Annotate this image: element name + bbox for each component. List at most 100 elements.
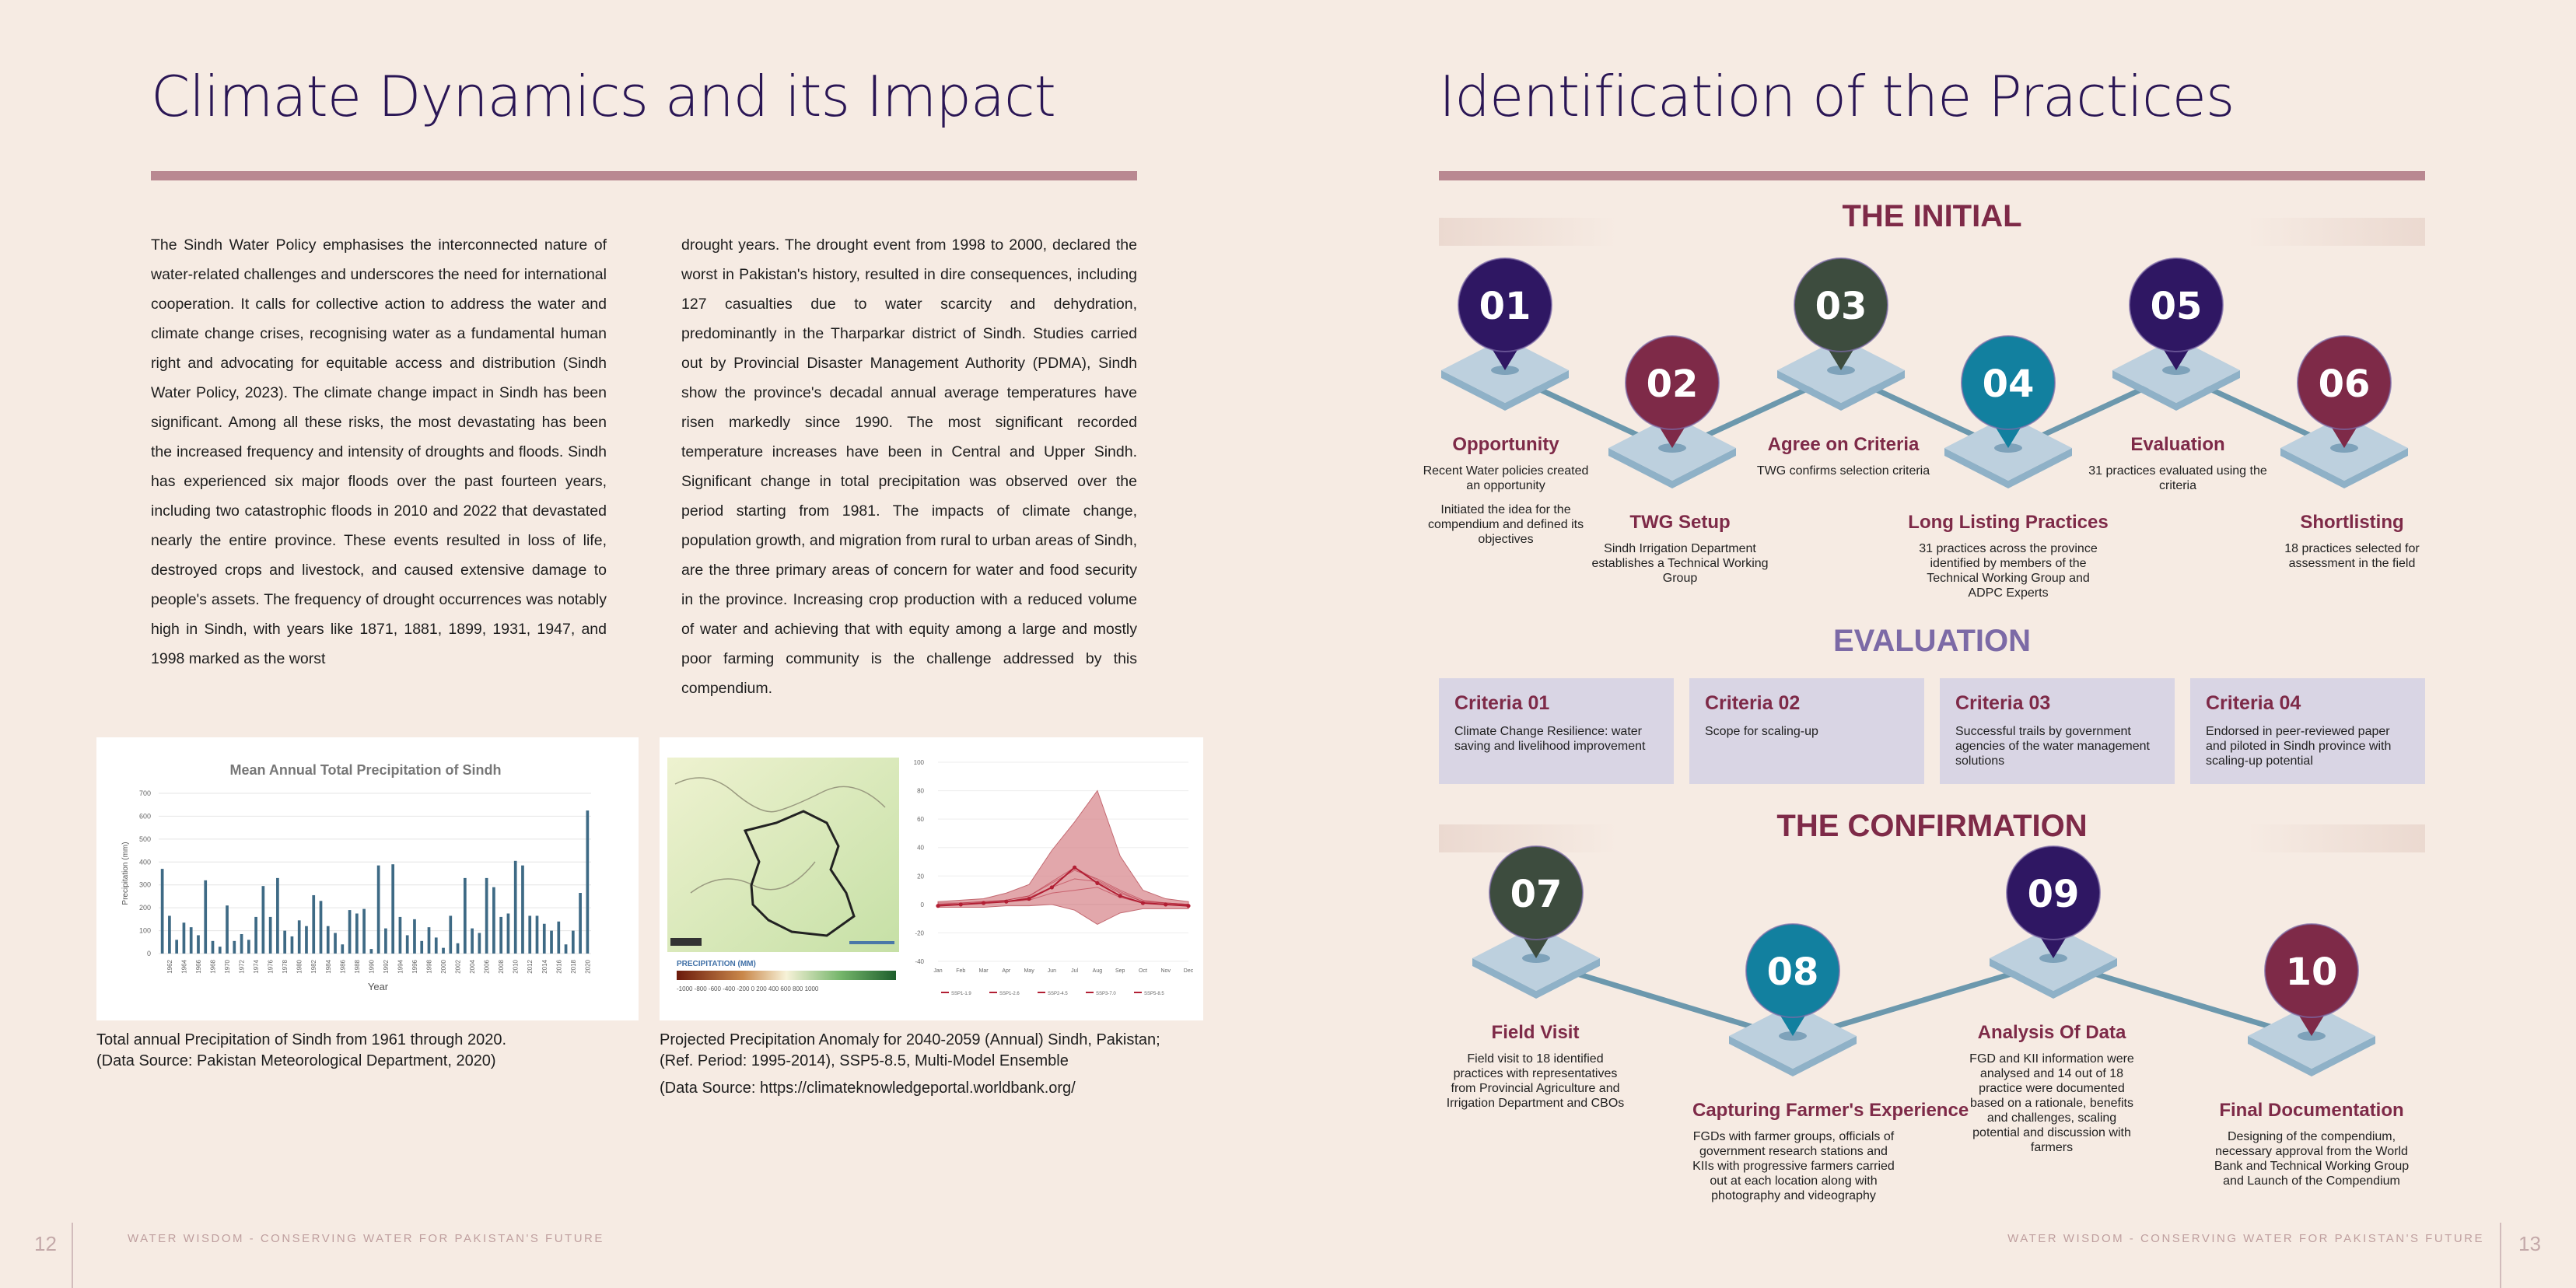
criteria-box: Criteria 03 Successful trails by governm… [1940, 678, 2175, 784]
data-point [936, 904, 940, 908]
bar [398, 916, 402, 954]
step-number: 10 [2286, 950, 2338, 994]
step-number-marker: 06 [2297, 335, 2392, 448]
legend-label: SSP1-2.6 [999, 992, 1020, 996]
step-platform [1777, 338, 1905, 411]
section-title-confirmation: THE CONFIRMATION [1776, 809, 2088, 843]
caption-line: Projected Precipitation Anomaly for 2040… [660, 1031, 1160, 1048]
page-number-right: 13 [2518, 1232, 2541, 1255]
x-tick-label: 1998 [426, 959, 433, 973]
step-number: 07 [1510, 873, 1563, 916]
bar [211, 940, 215, 954]
data-point [1186, 904, 1191, 908]
section-title-evaluation: EVALUATION [1832, 624, 2032, 658]
x-axis-label: Year [368, 981, 389, 992]
step-platform [1441, 338, 1569, 411]
step-label: Final Documentation [2219, 1100, 2404, 1121]
bar [204, 880, 208, 954]
step-description: Sindh Irrigation Department establishes … [1591, 542, 1769, 585]
step-number-marker: 10 [2264, 923, 2359, 1036]
x-tick-label: Jul [1071, 968, 1078, 974]
x-tick-label: Mar [979, 968, 989, 974]
x-tick-label: 1988 [354, 959, 361, 973]
step-description: Recent Water policies created an opportu… [1423, 464, 1589, 492]
map-legend-gradient [677, 971, 896, 980]
data-point [1049, 885, 1054, 890]
x-tick-label: 1992 [383, 959, 390, 973]
bar [369, 949, 373, 954]
section-band-confirmation [1439, 824, 2425, 852]
step-number-marker: 02 [1625, 335, 1720, 448]
bar [283, 930, 287, 954]
x-tick-label: Aug [1093, 968, 1103, 974]
data-point [981, 901, 986, 905]
bar [564, 944, 568, 954]
footer-divider-right [2500, 1223, 2501, 1288]
bar [334, 933, 337, 954]
bar [384, 928, 387, 954]
map-legend-ticks: -1000 -800 -600 -400 -200 0 200 400 600 … [677, 985, 819, 992]
x-tick-label: 2002 [455, 959, 462, 973]
bar [175, 940, 179, 954]
projection-figure-card: PRECIPITATION (MM) -1000 -800 -600 -400 … [660, 737, 1203, 1020]
step-number-marker: 04 [1961, 335, 2056, 448]
legend-label: SSP1-1.9 [951, 992, 971, 996]
legend-label: SSP5-8.5 [1144, 992, 1164, 996]
bar [442, 947, 445, 954]
x-tick-label: Apr [1002, 968, 1011, 974]
x-tick-label: 2012 [527, 959, 534, 973]
sindh-boundary [743, 810, 856, 937]
x-tick-label: 1982 [310, 959, 317, 973]
x-tick-label: 1990 [368, 959, 375, 973]
step-number: 06 [2319, 362, 2371, 406]
page-title-right: Identification of the Practices [1439, 64, 2235, 129]
bar [434, 937, 438, 954]
caption-line: (Data Source: Pakistan Meteorological De… [96, 1052, 496, 1069]
caption-precipitation: Total annual Precipitation of Sindh from… [96, 1030, 506, 1072]
anomaly-range-band [937, 789, 1189, 926]
data-point [1004, 899, 1009, 904]
title-rule-right [1439, 171, 2425, 180]
step-number: 05 [2151, 285, 2203, 328]
bar [499, 916, 503, 954]
bar [355, 913, 359, 954]
x-tick-label: 1962 [166, 959, 173, 973]
bar [247, 940, 250, 954]
bar [362, 908, 366, 954]
x-tick-label: 2008 [498, 959, 505, 973]
criteria-description: Endorsed in peer-reviewed paper and pilo… [2206, 725, 2392, 768]
body-column-2: drought years. The drought event from 19… [681, 236, 1137, 697]
step-description: 31 practices evaluated using the criteri… [2088, 464, 2267, 492]
step-number: 09 [2028, 873, 2080, 916]
bar [189, 927, 193, 954]
x-tick-label: Sep [1115, 968, 1125, 974]
caption-line: (Ref. Period: 1995-2014), SSP5-8.5, Mult… [660, 1052, 1069, 1069]
criteria-box: Criteria 01 Climate Change Resilience: w… [1439, 678, 1674, 784]
step-number-marker: 01 [1458, 257, 1552, 370]
x-tick-label: 1972 [239, 959, 246, 973]
x-tick-label: Feb [956, 968, 965, 974]
footer-text-left: WATER WISDOM - CONSERVING WATER FOR PAKI… [128, 1232, 604, 1245]
x-tick-label: 2006 [484, 959, 491, 973]
y-tick-label: -40 [915, 958, 924, 965]
step-number-marker: 09 [2006, 845, 2101, 958]
bar [571, 930, 575, 954]
y-tick-label: 100 [914, 759, 925, 766]
step-platform [2248, 1003, 2375, 1076]
step-platform [1608, 415, 1736, 488]
precipitation-bar-chart: Mean Annual Total Precipitation of Sindh… [121, 762, 591, 992]
bar [427, 927, 431, 954]
bar [261, 886, 265, 954]
step-number: 08 [1767, 950, 1819, 994]
step-platform [1990, 926, 2117, 999]
y-tick-label: 80 [917, 788, 924, 795]
step-number: 01 [1479, 285, 1531, 328]
bar [506, 913, 510, 954]
bar [297, 920, 301, 954]
data-point [1027, 896, 1031, 901]
bar [233, 940, 236, 954]
section-band-initial [1439, 218, 2425, 246]
x-tick-label: Oct [1139, 968, 1147, 974]
y-tick-label: 40 [917, 845, 924, 852]
x-tick-label: 1984 [325, 959, 332, 973]
